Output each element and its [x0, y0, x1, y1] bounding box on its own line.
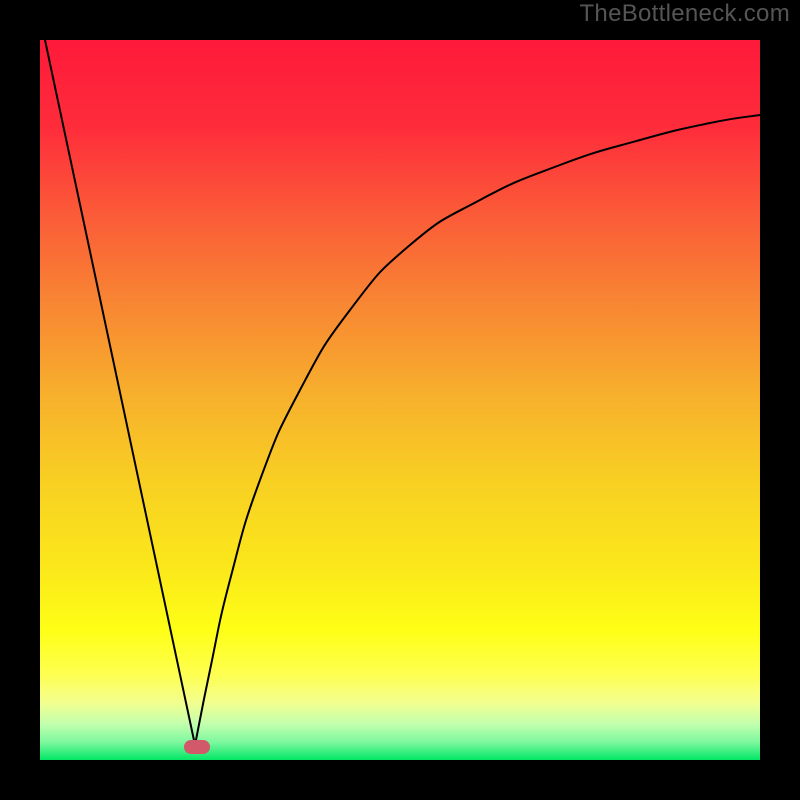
- chart-container: TheBottleneck.com: [0, 0, 800, 800]
- bottleneck-chart: [0, 0, 800, 800]
- plot-background-gradient: [40, 40, 760, 760]
- optimal-marker: [184, 740, 210, 754]
- watermark-text: TheBottleneck.com: [579, 0, 790, 28]
